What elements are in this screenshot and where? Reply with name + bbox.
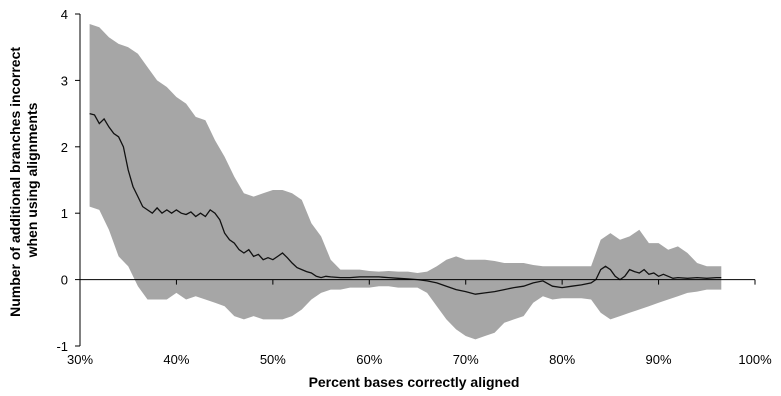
x-ticks: 30% 40% 50% 60% 70% 80% 90% 100% [67,279,772,367]
y-axis-title-line-1: Number of additional branches incorrect [7,47,23,317]
x-tick-label: 70% [453,352,479,367]
mean-line-layer [89,112,722,295]
y-tick-label: -1 [56,339,68,354]
x-tick-label: 80% [549,352,575,367]
y-axis-title: Number of additional branches incorrect … [7,43,40,317]
y-tick-label: 0 [61,273,68,288]
x-tick-label: 40% [163,352,189,367]
x-axis-title: Percent bases correctly aligned [309,374,520,390]
x-tick-label: 50% [260,352,286,367]
y-tick-label: 3 [61,73,68,88]
x-tick-label: 100% [738,352,772,367]
mean-line [89,112,722,295]
y-tick-label: 1 [61,206,68,221]
x-tick-label: 60% [356,352,382,367]
confidence-band [89,24,722,340]
y-tick-label: 4 [61,7,68,22]
x-tick-label: 90% [646,352,672,367]
axes [79,14,755,346]
confidence-band-layer [89,24,722,340]
y-axis-title-line-2: when using alignments [24,102,40,258]
x-tick-label: 30% [67,352,93,367]
y-tick-label: 2 [61,140,68,155]
y-ticks: -1 0 1 2 3 4 [56,7,80,354]
